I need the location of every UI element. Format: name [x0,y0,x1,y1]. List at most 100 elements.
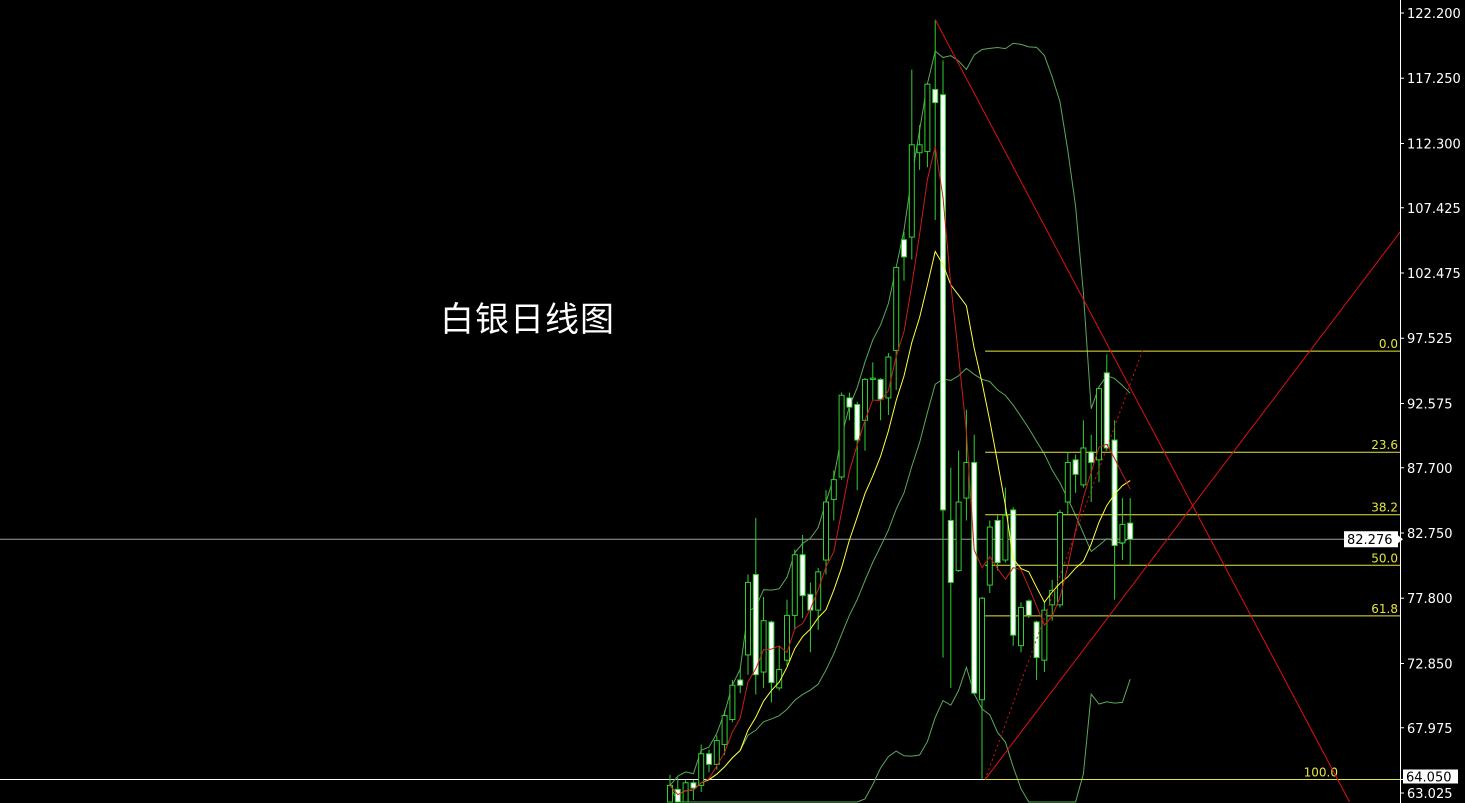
candle-body [1119,523,1126,544]
candle-body [901,239,907,258]
candle [893,266,900,390]
fib-level-label: 50.0 [1371,551,1398,565]
candle-body [955,501,962,572]
candle [1057,509,1063,608]
chart-title: 白银日线图 [440,300,615,340]
current-price-tag [1344,531,1398,548]
price-axis-label: 97.525 [1407,332,1453,347]
candle [947,467,954,688]
candle-body [737,679,744,686]
candle-body [854,403,861,441]
candle-body [971,461,978,694]
candle-body [768,621,775,684]
fib-level-label: 61.8 [1371,602,1398,616]
candle-body [963,461,970,499]
candle [877,378,884,421]
fib-level-label: 0.0 [1379,337,1398,351]
candle [776,645,783,691]
candle [838,392,845,480]
price-axis-label: 63.025 [1407,787,1453,802]
candle-body [1072,459,1079,475]
candle-body [994,519,1001,564]
price-axis-label: 107.425 [1407,202,1461,217]
candle-body [776,668,783,689]
price-axis-label: 92.575 [1407,397,1453,412]
candle [979,596,985,780]
candle-body [799,554,806,597]
low-price-label: 64.050 [1406,770,1452,785]
candle-body [869,377,876,380]
candle [994,515,1001,571]
candle-body [979,597,985,701]
candle [1103,354,1110,451]
candle [1111,420,1118,600]
current-price-label: 82.276 [1347,533,1393,548]
candle-body [784,614,790,661]
trendline [984,231,1401,780]
candle-body [908,144,915,238]
plot-area: 0.0 23.6 38.2 50.0 61.8 100.0 [0,19,1401,803]
candle [908,69,915,260]
candle [784,599,790,666]
price-axis-label: 72.850 [1407,657,1453,672]
fib-level-label: 100.0 [1304,765,1338,779]
candle [729,679,736,723]
candle-body [924,83,931,152]
candle-body [1049,589,1056,606]
candle-body [674,788,681,803]
candle [1018,602,1024,653]
candle-body [893,266,900,351]
bollinger-middle-line [669,367,1131,796]
candle [791,549,798,630]
price-axis-label: 82.750 [1407,527,1453,542]
candle-body [1096,388,1102,461]
price-axis-label: 112.300 [1407,137,1461,152]
candle-body [916,144,923,154]
candle-body [1080,447,1087,486]
candle-body [815,571,822,611]
candle-body [698,753,705,786]
candle [846,392,853,421]
candle [667,774,673,803]
fib-level-label: 23.6 [1371,438,1398,452]
candle [1088,434,1095,503]
candle [1010,507,1017,646]
candle [823,490,829,575]
candle [1127,498,1134,566]
candle [901,231,907,281]
candle [1025,599,1032,619]
candle [955,450,962,572]
candle [815,567,822,630]
candle [971,434,978,695]
slow-moving-average-line [669,250,1131,796]
candle [932,19,939,220]
candle [674,777,681,803]
candle-body [1088,451,1095,463]
candle-body [1103,372,1110,449]
candle [1049,579,1056,621]
trendline [934,19,1351,803]
price-axis-label: 87.700 [1407,462,1453,477]
candle [799,534,806,619]
price-axis-label: 122.200 [1407,7,1461,22]
candle-body [791,554,798,616]
candle-body [862,378,868,421]
candle-body [885,356,892,399]
price-axis-label: 102.475 [1407,267,1461,282]
candle [768,620,775,703]
candle-body [940,94,946,511]
candle-body [1111,439,1118,547]
candle-body [729,684,736,721]
fast-moving-average-line [669,146,1131,796]
candle [1064,451,1071,516]
candle-body [1010,509,1017,636]
current-price-tag-pointer [1398,535,1403,544]
candle [752,517,759,695]
price-axis-label: 67.975 [1407,722,1453,737]
candle [706,749,712,773]
bollinger-upper-line [669,42,1131,786]
candle-body [838,394,845,478]
candle [916,125,923,170]
candle-body [1064,461,1071,503]
